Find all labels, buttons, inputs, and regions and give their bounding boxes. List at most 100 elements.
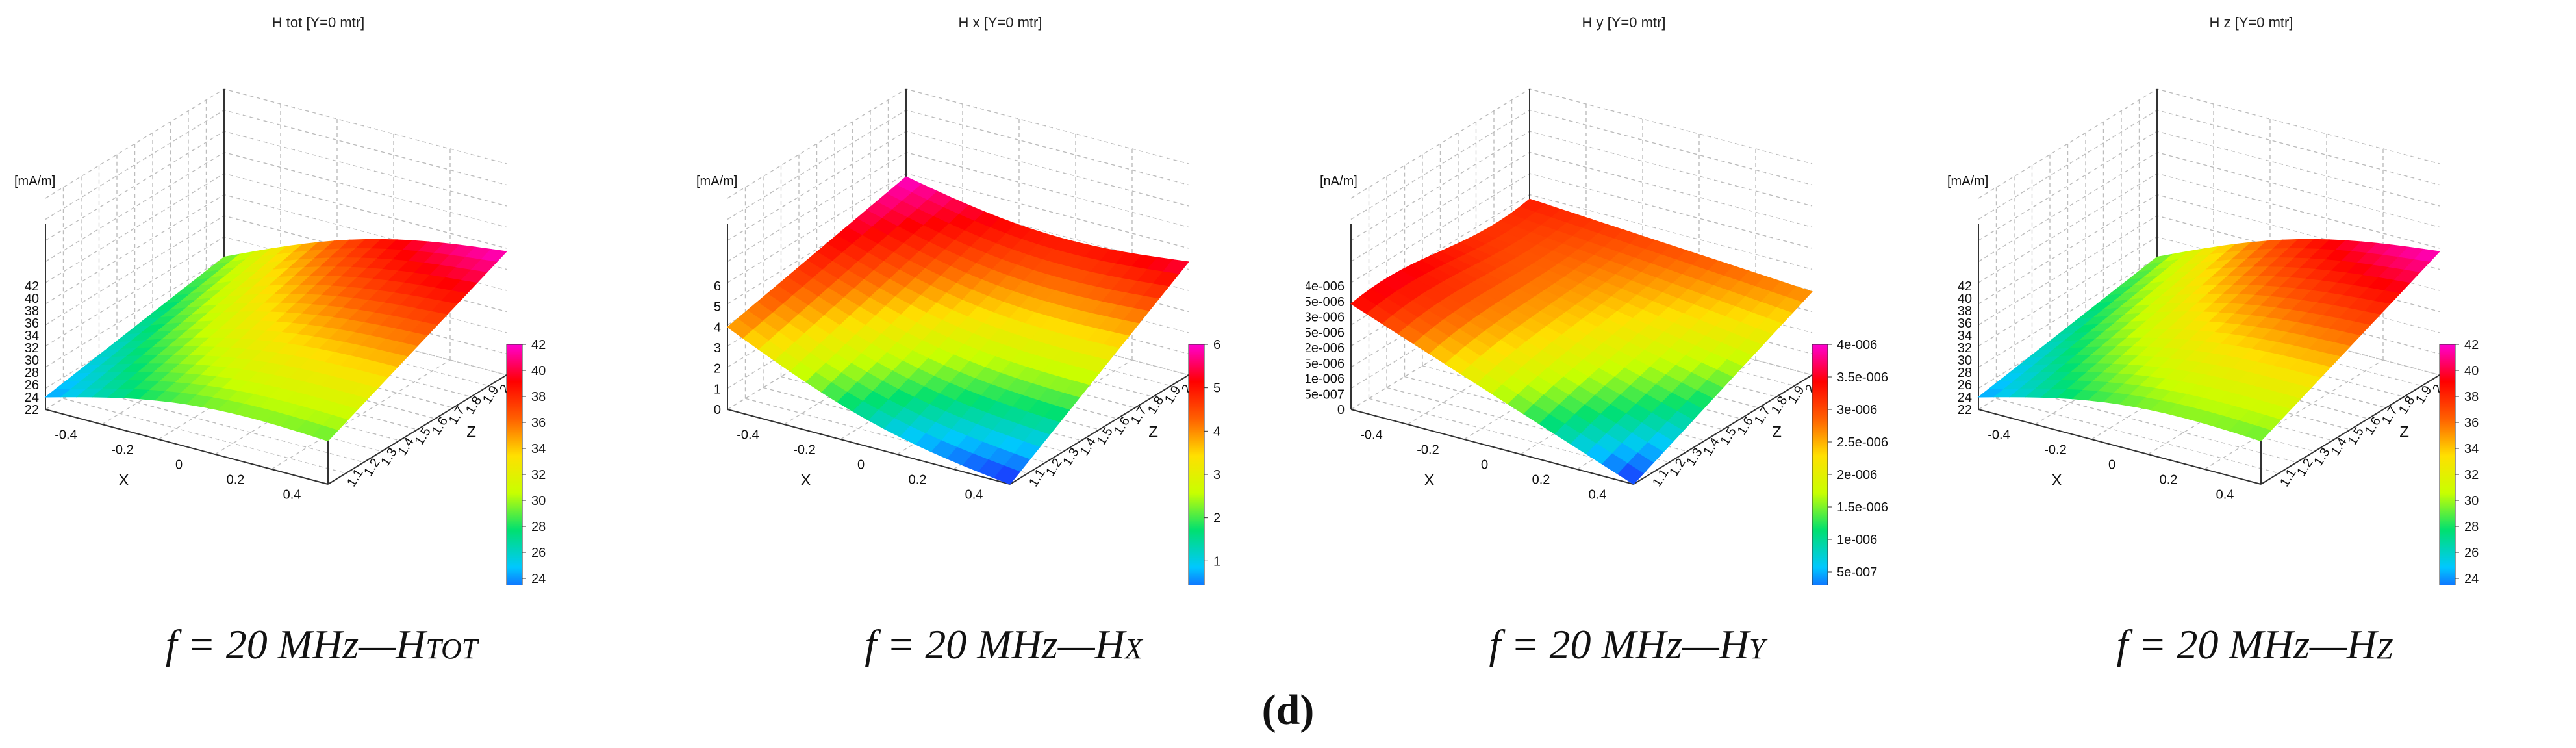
value-tick: 22 [1958, 403, 1972, 417]
box-edge [1978, 409, 2262, 485]
colorbar-tick: 42 [531, 338, 546, 352]
caption-h-x: f = 20 MHz—HX [865, 621, 1143, 667]
colorbar-tick: 32 [531, 468, 546, 482]
colorbar-tick: 4e-006 [1837, 338, 1877, 352]
value-tick: 24 [25, 391, 39, 405]
value-tick: 40 [1958, 292, 1972, 306]
colorbar-tick: 4 [1213, 424, 1220, 439]
value-tick: 6 [714, 279, 721, 294]
floor-grid-line [2014, 387, 2297, 463]
value-tick: 0 [1337, 403, 1345, 417]
surface-patch [2244, 425, 2272, 442]
value-tick: 28 [1958, 366, 1972, 380]
wall-grid-line [1978, 109, 2440, 220]
caption-h-y: f = 20 MHz—HY [1489, 621, 1765, 667]
colorbar [2439, 344, 2456, 585]
colorbar-tick: 1e-006 [1837, 533, 1877, 547]
colorbar-tick: 3.5e-006 [1837, 370, 1888, 385]
colorbar-tick: 6 [1213, 338, 1220, 352]
colorbar-tick: 26 [531, 546, 546, 560]
value-tick: 1e-006 [1306, 372, 1345, 387]
value-tick: 3.5e-006 [1306, 295, 1345, 309]
chart-title: H x [Y=0 mtr] [959, 14, 1042, 31]
colorbar-tick: 2e-006 [1837, 468, 1877, 482]
value-tick: 26 [1958, 378, 1972, 393]
value-tick: 34 [1958, 329, 1972, 343]
value-tick: 5 [714, 300, 721, 315]
x-tick: -0.4 [1988, 428, 2010, 443]
floor-grid-line [63, 398, 346, 474]
value-tick: 3 [714, 341, 721, 355]
value-tick: 36 [1958, 316, 1972, 331]
x-tick: 0 [857, 458, 865, 472]
colorbar-tick: 28 [531, 520, 546, 534]
surface [1350, 198, 1813, 485]
z-axis-label: Z [466, 424, 476, 441]
box-edge [45, 409, 329, 485]
x-axis-label: X [1424, 472, 1434, 489]
colorbar-tick: 5e-007 [1837, 565, 1877, 580]
caption-h-tot: f = 20 MHz—HTOT [165, 621, 478, 667]
value-tick: 2.5e-006 [1306, 326, 1345, 340]
value-tick: 40 [25, 292, 39, 306]
value-tick: 26 [25, 378, 39, 393]
colorbar [1188, 344, 1205, 585]
surface-patch [994, 465, 1021, 485]
x-tick: -0.4 [737, 428, 759, 443]
value-tick: 4e-006 [1306, 279, 1345, 294]
colorbar-tick: 1 [1213, 554, 1220, 569]
value-tick: 24 [1958, 391, 1972, 405]
x-tick: 0 [2108, 458, 2115, 472]
wall-grid-line [1978, 88, 2440, 199]
colorbar-tick: 40 [531, 364, 546, 378]
x-tick: 0 [1481, 458, 1488, 472]
value-tick: 38 [1958, 304, 1972, 318]
chart-h-x: H x [Y=0 mtr] 0 1 2 3 4 5 6 [mA/m] -0.4 -0.2 0 0.2 0.… [696, 14, 1220, 585]
floor-grid-line [1996, 398, 2279, 474]
unit-label: [mA/m] [696, 174, 737, 188]
colorbar-tick: 34 [2464, 442, 2479, 456]
value-tick: 38 [25, 304, 39, 318]
x-tick: -0.2 [1417, 443, 1439, 458]
value-tick: 3e-006 [1306, 311, 1345, 325]
x-tick: 0.4 [965, 488, 983, 502]
box-edge [327, 374, 507, 485]
value-tick: 42 [1958, 279, 1972, 294]
colorbar-tick: 30 [2464, 494, 2479, 508]
x-axis-label: X [2051, 472, 2062, 489]
value-tick: 32 [25, 341, 39, 355]
unit-label: [nA/m] [1320, 174, 1357, 188]
surface [44, 239, 508, 442]
x-tick: -0.4 [1360, 428, 1382, 443]
surface [1977, 239, 2441, 442]
panel-h-tot: H tot [Y=0 mtr] 22 24 26 28 30 32 34 36 38 40 42 [mA… [0, 0, 643, 585]
chart-title: H y [Y=0 mtr] [1582, 14, 1666, 31]
value-tick: 30 [1958, 354, 1972, 368]
colorbar-tick: 38 [2464, 390, 2479, 404]
value-tick: 2e-006 [1306, 341, 1345, 355]
colorbar-tick: 5 [1213, 381, 1220, 396]
value-tick: 0 [714, 403, 721, 417]
wall-grid-line [1350, 109, 1813, 220]
x-tick: 0 [175, 458, 183, 472]
z-axis-label: Z [2399, 424, 2409, 441]
colorbar-tick: 34 [531, 442, 546, 456]
wall-grid-line [1978, 131, 2440, 241]
colorbar-tick: 3 [1213, 468, 1220, 482]
value-tick: 32 [1958, 341, 1972, 355]
x-axis-label: X [118, 472, 129, 489]
value-tick: 2 [714, 362, 721, 376]
x-tick: -0.4 [55, 428, 77, 443]
colorbar [1812, 344, 1828, 585]
x-tick: 0.4 [283, 488, 301, 502]
colorbar-tick: 2 [1213, 511, 1220, 526]
colorbar-tick: 24 [2464, 572, 2479, 585]
colorbar-tick: 32 [2464, 468, 2479, 482]
value-tick: 1.5e-006 [1306, 357, 1345, 371]
colorbar-tick: 2.5e-006 [1837, 435, 1888, 450]
value-tick: 5e-007 [1306, 387, 1345, 402]
caption-h-z: f = 20 MHz—HZ [2116, 621, 2393, 667]
chart-h-tot: H tot [Y=0 mtr]2224262830323436384042[mA… [14, 14, 546, 585]
colorbar-tick: 42 [2464, 338, 2479, 352]
colorbar-tick: 40 [2464, 364, 2479, 378]
